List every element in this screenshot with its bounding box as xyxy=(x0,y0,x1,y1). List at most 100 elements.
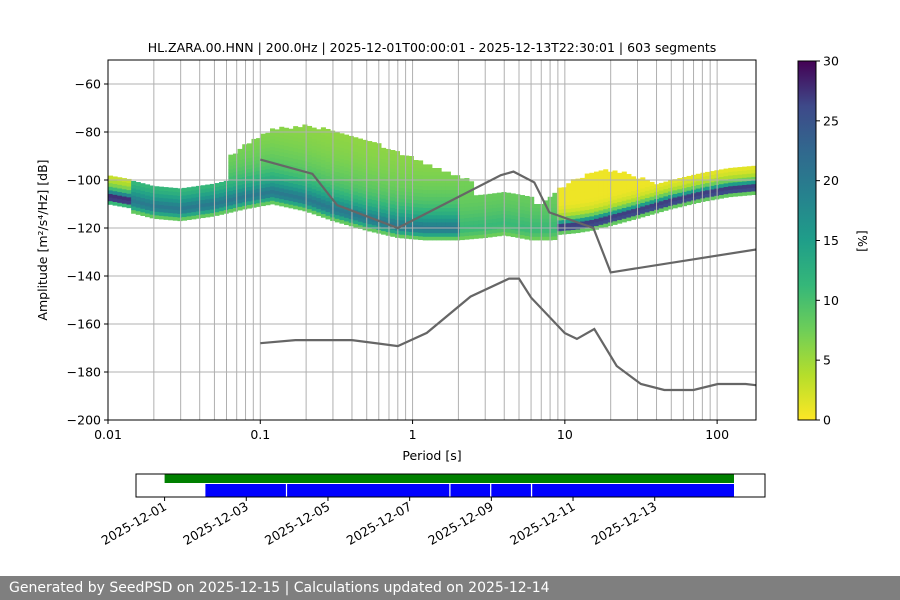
heatmap-cell xyxy=(307,136,313,141)
heatmap-cell xyxy=(121,185,127,190)
heatmap-cell xyxy=(108,200,114,205)
heatmap-cell xyxy=(209,201,215,206)
heatmap-cell xyxy=(404,159,410,164)
heatmap-cell xyxy=(270,189,276,194)
heatmap-cell xyxy=(362,208,368,213)
heatmap-cell xyxy=(228,169,234,174)
heatmap-cell xyxy=(570,200,576,205)
heatmap-cell xyxy=(297,152,303,157)
heatmap-cell xyxy=(515,212,521,217)
heatmap-cell xyxy=(432,193,438,198)
heatmap-cell xyxy=(154,189,160,194)
heatmap-cell xyxy=(626,206,632,211)
heatmap-cell xyxy=(728,193,734,198)
heatmap-cell xyxy=(205,206,211,211)
heatmap-cell xyxy=(737,167,743,172)
heatmap-cell xyxy=(408,174,414,178)
heatmap-cell xyxy=(274,197,280,202)
heatmap-cell xyxy=(270,175,276,180)
heatmap-cell xyxy=(256,199,262,204)
heatmap-cell xyxy=(746,166,752,171)
heatmap-cell xyxy=(385,206,391,211)
heatmap-cell xyxy=(219,203,225,208)
heatmap-cell xyxy=(274,186,280,191)
heatmap-cell xyxy=(455,218,461,223)
heatmap-cell xyxy=(205,198,211,203)
heatmap-cell xyxy=(158,208,164,213)
heatmap-cell xyxy=(732,189,738,194)
heatmap-cell xyxy=(177,188,183,193)
heatmap-cell xyxy=(242,194,248,199)
heatmap-cell xyxy=(367,187,373,192)
heatmap-cell xyxy=(589,212,595,217)
heatmap-cell xyxy=(182,216,188,221)
heatmap-cell xyxy=(274,154,280,159)
heatmap-cell xyxy=(344,167,350,172)
heatmap-cell xyxy=(242,158,248,163)
heatmap-cell xyxy=(580,185,586,190)
heatmap-cell xyxy=(598,202,604,207)
heatmap-cell xyxy=(371,170,377,175)
heatmap-cell xyxy=(256,181,262,186)
heatmap-cell xyxy=(307,190,313,195)
heatmap-cell xyxy=(469,235,475,240)
heatmap-cell xyxy=(700,183,706,188)
heatmap-cell xyxy=(450,214,456,219)
heatmap-cell xyxy=(450,211,456,216)
heatmap-cell xyxy=(274,132,280,137)
heatmap-cell xyxy=(232,196,238,201)
heatmap-cell xyxy=(681,187,687,192)
heatmap-cell xyxy=(362,219,368,224)
heatmap-cell xyxy=(561,187,567,192)
heatmap-cell xyxy=(270,193,276,198)
heatmap-cell xyxy=(658,193,664,198)
heatmap-cell xyxy=(408,199,414,204)
heatmap-cell xyxy=(367,195,373,200)
heatmap-cell xyxy=(339,144,345,149)
colorbar-gradient xyxy=(798,61,816,420)
heatmap-cell xyxy=(172,198,178,203)
heatmap-cell xyxy=(399,165,405,170)
heatmap-cell xyxy=(182,209,188,214)
heatmap-cell xyxy=(543,222,549,226)
heatmap-cell xyxy=(108,190,114,195)
heatmap-cell xyxy=(320,159,326,164)
heatmap-cell xyxy=(589,194,595,199)
heatmap-cell xyxy=(260,202,266,207)
heatmap-cell xyxy=(621,189,627,194)
heatmap-cell xyxy=(473,227,479,232)
heatmap-cell xyxy=(117,195,123,200)
heatmap-cell xyxy=(367,169,373,174)
heatmap-cell xyxy=(450,200,456,205)
heatmap-cell xyxy=(469,206,475,211)
heatmap-cell xyxy=(325,154,331,159)
heatmap-cell xyxy=(283,160,289,165)
heatmap-cell xyxy=(552,232,558,237)
heatmap-cell xyxy=(649,210,655,215)
heatmap-cell xyxy=(584,216,590,221)
heatmap-cell xyxy=(353,176,359,181)
heatmap-cell xyxy=(381,151,387,156)
heatmap-cell xyxy=(445,178,451,183)
heatmap-cell xyxy=(399,173,405,178)
heatmap-cell xyxy=(311,192,317,197)
heatmap-cell xyxy=(575,196,581,201)
heatmap-cell xyxy=(658,182,664,187)
heatmap-cell xyxy=(459,228,465,233)
heatmap-cell xyxy=(408,192,414,196)
heatmap-cell xyxy=(293,154,299,159)
heatmap-cell xyxy=(469,224,475,229)
heatmap-cell xyxy=(496,225,502,230)
heatmap-cell xyxy=(686,186,692,191)
heatmap-cell xyxy=(334,193,340,198)
heatmap-cell xyxy=(422,218,428,223)
heatmap-cell xyxy=(344,149,350,154)
heatmap-cell xyxy=(413,196,419,201)
heatmap-cell xyxy=(274,147,280,152)
heatmap-cell xyxy=(404,223,410,228)
heatmap-cell xyxy=(718,183,724,188)
y-tick-label: −120 xyxy=(67,221,101,236)
heatmap-cell xyxy=(283,145,289,150)
heatmap-cell xyxy=(506,192,512,197)
heatmap-cell xyxy=(297,181,303,186)
